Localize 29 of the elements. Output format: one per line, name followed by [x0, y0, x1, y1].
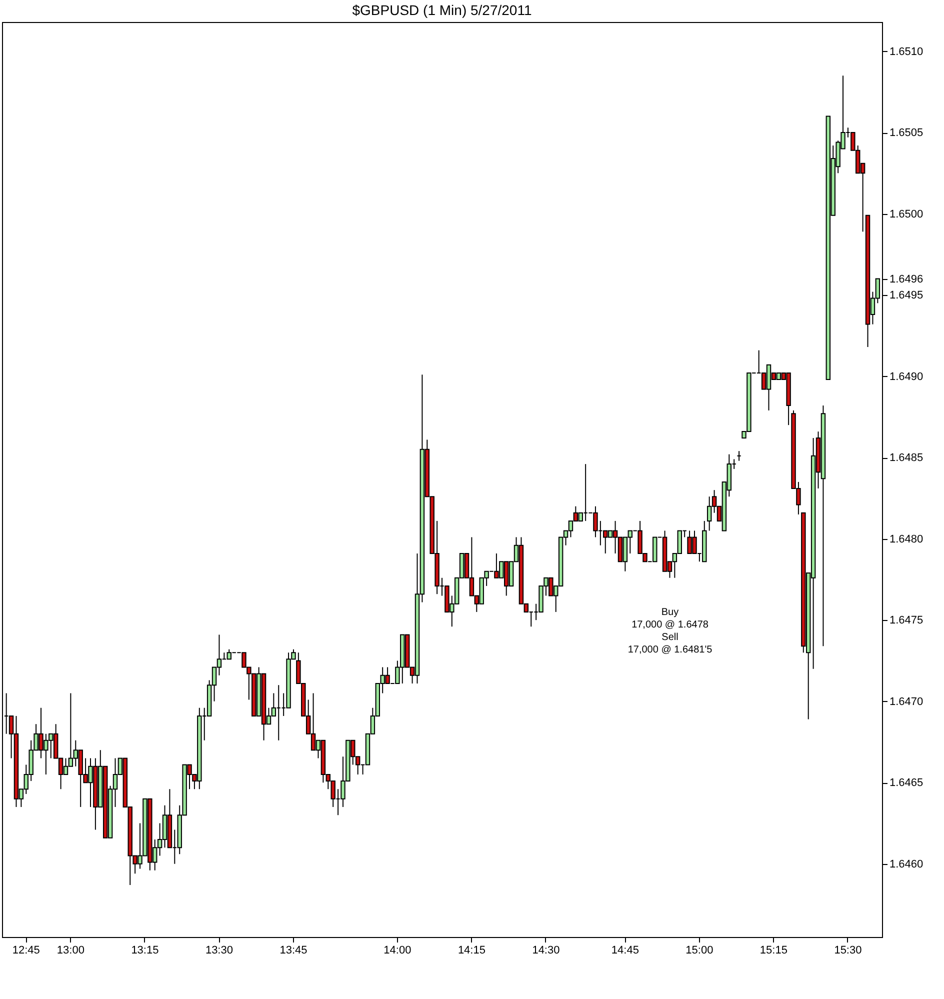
- y-tick-label: 1.6505: [890, 127, 924, 140]
- x-tick-label: 12:45: [12, 944, 40, 956]
- x-tick-label: 14:30: [532, 944, 560, 956]
- y-tick-label: 1.6465: [890, 777, 924, 790]
- x-tick-label: 13:15: [131, 944, 159, 956]
- y-tick-label: 1.6510: [890, 46, 924, 58]
- y-tick-label: 1.6496: [890, 273, 924, 286]
- x-tick-label: 13:30: [205, 944, 233, 956]
- y-tick-label: 1.6480: [890, 533, 924, 546]
- x-tick-label: 14:00: [384, 944, 412, 956]
- x-tick-label: 15:00: [686, 944, 714, 956]
- chart-title: $GBPUSD (1 Min) 5/27/2011: [352, 2, 532, 18]
- annotation: 17,000 @ 1.6481'5: [628, 644, 713, 656]
- x-tick-label: 13:45: [280, 944, 308, 956]
- y-tick-label: 1.6490: [890, 370, 924, 383]
- x-tick-label: 14:45: [611, 944, 639, 956]
- annotation: Buy: [661, 607, 679, 618]
- y-tick-label: 1.6460: [890, 858, 924, 870]
- x-tick-label: 15:30: [834, 944, 862, 956]
- y-tick-label: 1.6500: [890, 208, 924, 220]
- x-tick-label: 15:15: [760, 944, 788, 956]
- y-tick-label: 1.6475: [890, 614, 924, 627]
- annotation: 17,000 @ 1.6478: [632, 620, 709, 630]
- y-tick-label: 1.6485: [890, 452, 924, 464]
- x-tick-label: 14:15: [458, 944, 486, 956]
- y-tick-label: 1.6470: [890, 696, 924, 708]
- annotation: Sell: [662, 632, 678, 643]
- y-tick-label: 1.6495: [890, 290, 924, 302]
- x-tick-label: 13:00: [56, 944, 84, 956]
